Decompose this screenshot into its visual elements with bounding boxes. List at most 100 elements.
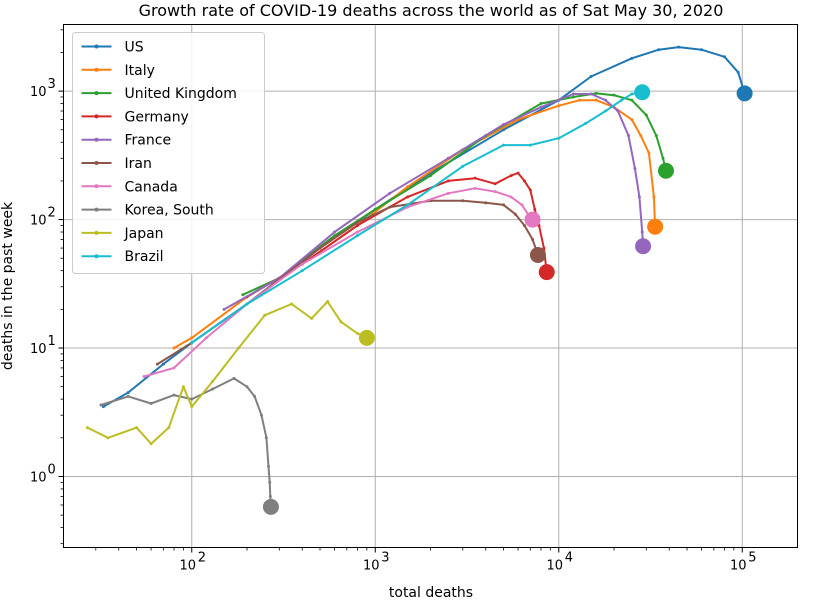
data-point (355, 220, 359, 224)
end-point-marker (657, 162, 674, 179)
data-point (589, 74, 593, 78)
x-axis-label: total deaths (389, 585, 473, 600)
series-line (191, 91, 643, 344)
data-point (245, 385, 249, 389)
legend-label: Canada (125, 179, 178, 195)
data-point (627, 134, 631, 138)
data-point (149, 442, 153, 446)
data-point (484, 201, 488, 205)
data-point (126, 394, 130, 398)
data-point (502, 143, 506, 147)
data-point (493, 182, 497, 186)
data-point (509, 174, 513, 178)
data-point (528, 143, 532, 147)
legend-item: Canada (81, 179, 178, 195)
data-point (172, 346, 176, 350)
legend-label: US (125, 40, 144, 56)
end-point-marker (524, 211, 541, 228)
legend-label: Iran (125, 156, 152, 172)
data-point (578, 98, 582, 102)
data-point (241, 293, 245, 297)
data-point (446, 179, 450, 183)
data-point (473, 186, 477, 190)
end-point-marker (538, 264, 555, 281)
chart-title: Growth rate of COVID-19 deaths across th… (139, 1, 724, 20)
data-point (237, 346, 241, 350)
data-point (267, 464, 271, 468)
data-point (264, 436, 268, 440)
legend-label: Korea, South (125, 203, 214, 219)
data-point (406, 203, 410, 207)
data-point (260, 413, 264, 417)
data-point (149, 401, 153, 405)
data-point (604, 98, 608, 102)
data-point (652, 195, 656, 199)
data-point (542, 246, 546, 250)
legend-item: France (81, 133, 172, 149)
series-france (222, 92, 652, 311)
legend-marker (94, 230, 99, 235)
data-point (211, 387, 215, 391)
data-point (190, 397, 194, 401)
data-point (722, 55, 726, 59)
data-point (126, 391, 130, 395)
data-point (473, 176, 477, 180)
legend-marker (94, 184, 99, 189)
legend-item: Italy (81, 63, 155, 79)
data-point (355, 230, 359, 234)
legend-label: Germany (125, 109, 189, 125)
data-point (657, 48, 661, 52)
end-point-marker (647, 218, 664, 235)
data-point (520, 203, 524, 207)
data-point (571, 95, 575, 99)
end-point-marker (529, 246, 546, 263)
y-tick-exponent: 3 (48, 77, 56, 92)
data-point (493, 190, 497, 194)
data-point (373, 207, 377, 211)
data-point (461, 164, 465, 168)
legend-label: France (125, 133, 172, 149)
data-point (509, 195, 513, 199)
data-point (190, 405, 194, 409)
y-tick-exponent: 0 (48, 462, 56, 477)
data-point (155, 362, 159, 366)
y-axis-label: deaths in the past week (0, 201, 16, 370)
end-point-marker (358, 329, 375, 346)
data-point (647, 151, 651, 155)
data-point (355, 223, 359, 227)
data-point (640, 230, 644, 234)
data-point (531, 237, 535, 241)
data-point (604, 109, 608, 113)
data-point (211, 379, 215, 383)
data-point (181, 385, 185, 389)
data-point (639, 134, 643, 138)
data-point (630, 92, 634, 96)
end-point-marker (736, 85, 753, 102)
data-point (355, 234, 359, 238)
data-point (406, 195, 410, 199)
legend-item: US (81, 40, 144, 56)
legend-marker (94, 137, 99, 142)
data-point (654, 134, 658, 138)
data-point (326, 300, 330, 304)
data-point (268, 494, 272, 498)
legend-label: United Kingdom (125, 86, 237, 102)
legend-item: Iran (81, 156, 152, 172)
series-brazil (190, 84, 651, 345)
series-united-kingdom (241, 91, 674, 297)
data-point (528, 188, 532, 192)
data-point (172, 393, 176, 397)
y-tick-label: 10 (30, 85, 47, 100)
series-line (143, 187, 534, 378)
x-tick-exponent: 5 (748, 551, 756, 566)
data-point (589, 92, 593, 96)
data-point (620, 98, 624, 102)
legend-item: Korea, South (81, 203, 214, 219)
data-point (232, 376, 236, 380)
x-tick-exponent: 3 (381, 551, 389, 566)
series-layer (85, 45, 753, 515)
legend-marker (94, 114, 99, 119)
data-point (101, 405, 105, 409)
legend-item: United Kingdom (81, 86, 237, 102)
